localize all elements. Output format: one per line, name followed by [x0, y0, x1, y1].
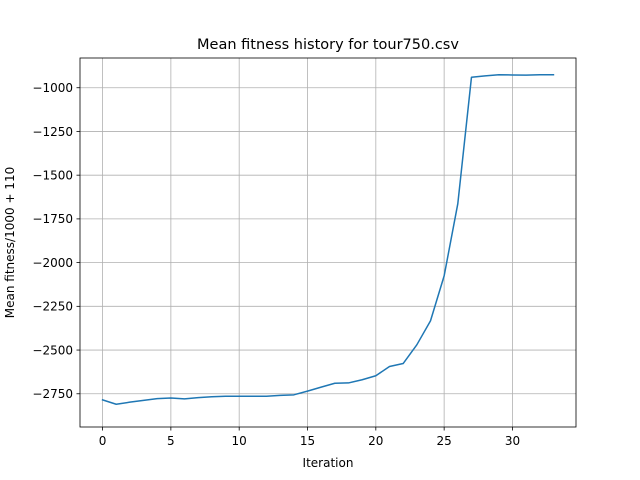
x-tick-label: 15 — [300, 434, 315, 448]
x-tick-label: 25 — [437, 434, 452, 448]
y-tick-label: −2750 — [32, 387, 73, 401]
x-tick-label: 30 — [505, 434, 520, 448]
y-tick-label: −2500 — [32, 343, 73, 357]
x-tick-label: 20 — [368, 434, 383, 448]
x-axis-ticks: 0 5 10 15 20 25 30 — [99, 427, 520, 448]
y-axis-label: Mean fitness/1000 + 110 — [3, 167, 17, 318]
x-axis-label: Iteration — [303, 456, 354, 470]
plot-frame — [79, 57, 577, 428]
y-tick-label: −1000 — [32, 81, 73, 95]
chart-title: Mean fitness history for tour750.csv — [197, 37, 459, 53]
grid — [80, 58, 576, 427]
y-tick-label: −1500 — [32, 168, 73, 182]
x-tick-label: 0 — [99, 434, 107, 448]
y-tick-label: −2000 — [32, 256, 73, 270]
y-tick-label: −1250 — [32, 125, 73, 139]
y-axis-ticks: −2750 −2500 −2250 −2000 −1750 −1500 −1250 −1000 — [32, 81, 80, 401]
x-tick-label: 10 — [232, 434, 247, 448]
series-layer — [101, 74, 555, 406]
series-line — [101, 74, 555, 406]
x-tick-label: 5 — [167, 434, 175, 448]
y-tick-label: −2250 — [32, 300, 73, 314]
y-tick-label: −1750 — [32, 212, 73, 226]
